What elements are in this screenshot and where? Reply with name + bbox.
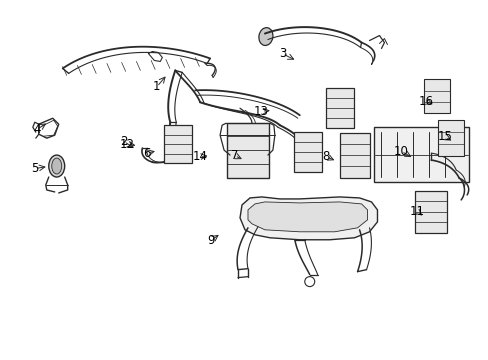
Text: 6: 6 [143, 147, 150, 159]
Ellipse shape [52, 158, 61, 174]
Text: 14: 14 [192, 150, 207, 163]
Text: 3: 3 [278, 47, 285, 60]
Bar [226, 123, 268, 177]
Bar [374, 127, 468, 182]
Text: 15: 15 [437, 130, 452, 144]
Text: 1: 1 [153, 80, 160, 93]
Polygon shape [240, 197, 377, 240]
Bar [437, 120, 463, 156]
Text: 16: 16 [417, 95, 432, 108]
Text: 2: 2 [120, 135, 127, 148]
Bar [325, 88, 353, 128]
Bar [164, 125, 192, 163]
Bar [339, 133, 369, 177]
Text: 11: 11 [409, 205, 424, 218]
Bar [424, 80, 449, 113]
Ellipse shape [258, 28, 272, 45]
Text: 5: 5 [31, 162, 39, 175]
Text: 12: 12 [120, 138, 135, 150]
Text: 10: 10 [393, 145, 408, 158]
Text: 9: 9 [207, 234, 215, 247]
Text: 4: 4 [34, 122, 41, 136]
Polygon shape [247, 202, 367, 232]
Bar [293, 132, 321, 172]
Bar [414, 191, 447, 233]
Text: 7: 7 [230, 149, 238, 162]
Text: 13: 13 [254, 105, 268, 118]
Ellipse shape [49, 155, 64, 177]
Text: 8: 8 [322, 150, 329, 163]
